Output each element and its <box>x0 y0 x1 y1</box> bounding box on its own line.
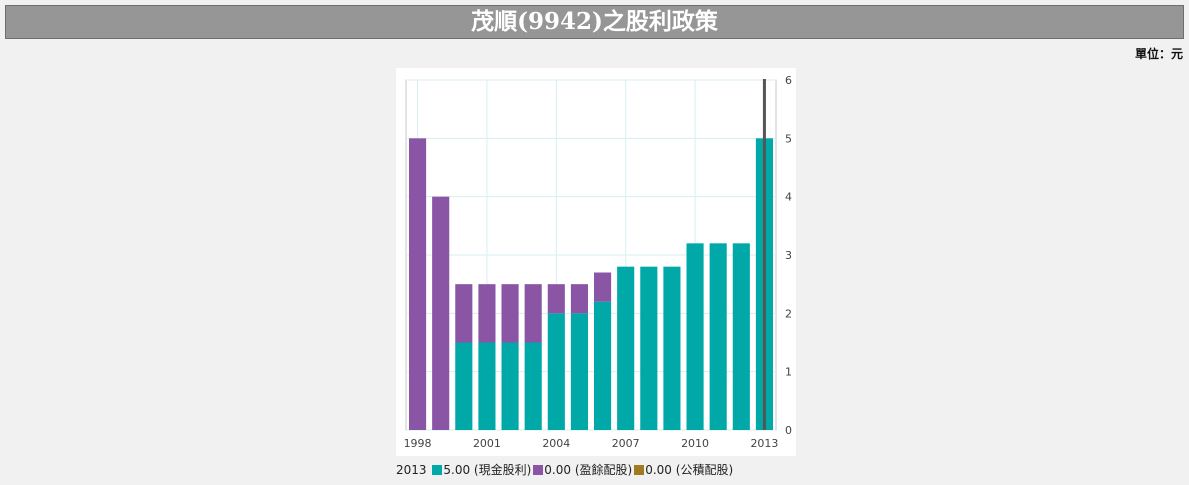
bar-2000-series-1[interactable]: 2000 盈餘配股 1.00 <box>455 284 473 343</box>
bar-2009-series-0[interactable]: 2009 現金股利 2.80 <box>663 266 681 430</box>
legend-swatch-reserve <box>634 465 645 475</box>
y-tick-label: 3 <box>785 249 792 262</box>
bar-2003-series-0[interactable]: 2003 現金股利 1.50 <box>524 342 542 431</box>
x-tick-label: 2013 <box>750 437 778 450</box>
y-tick-label: 2 <box>785 307 792 320</box>
bar-2005-series-0[interactable]: 2005 現金股利 2.00 <box>570 313 588 430</box>
chart-svg[interactable]: 0 1 2 3 4 5 6 1998 2001 2004 2007 2010 2013 1998 盈餘配股… <box>396 68 796 456</box>
chart-legend: 2013 5.00 (現金股利) 0.00 (盈餘配股) 0.00 (公積配股) <box>396 462 733 478</box>
bar-2001-series-0[interactable]: 2001 現金股利 1.50 <box>478 342 496 431</box>
x-tick-label: 1998 <box>404 437 432 450</box>
legend-value-earnings: 0.00 <box>544 463 572 477</box>
legend-value-cash: 5.00 <box>443 463 471 477</box>
unit-label: 單位：元 <box>1134 47 1183 61</box>
bar-2004-series-1[interactable]: 2004 盈餘配股 0.50 <box>547 284 565 314</box>
bar-2002-series-1[interactable]: 2002 盈餘配股 1.00 <box>501 284 519 343</box>
y-tick-label: 5 <box>785 132 792 145</box>
legend-swatch-cash <box>432 465 443 475</box>
bar-2010-series-0[interactable]: 2010 現金股利 3.20 <box>686 243 704 430</box>
x-tick-label: 2010 <box>681 437 709 450</box>
bar-2012-series-0[interactable]: 2012 現金股利 3.20 <box>732 243 750 430</box>
page-title: 茂順(9942)之股利政策 <box>5 5 1184 39</box>
bar-2008-series-0[interactable]: 2008 現金股利 2.80 <box>640 266 658 430</box>
x-tick-label: 2001 <box>473 437 501 450</box>
bar-2007-series-0[interactable]: 2007 現金股利 2.80 <box>617 266 635 430</box>
bar-2000-series-0[interactable]: 2000 現金股利 1.50 <box>455 342 473 431</box>
y-tick-label: 1 <box>785 366 792 379</box>
bar-2003-series-1[interactable]: 2003 盈餘配股 1.00 <box>524 284 542 343</box>
bar-2004-series-0[interactable]: 2004 現金股利 2.00 <box>547 313 565 430</box>
x-tick-label: 2007 <box>612 437 640 450</box>
bar-2011-series-0[interactable]: 2011 現金股利 3.20 <box>709 243 727 430</box>
bar-2006-series-0[interactable]: 2006 現金股利 2.20 <box>594 301 612 430</box>
bar-1999-series-1[interactable]: 1999 盈餘配股 4.00 <box>432 196 450 430</box>
legend-swatch-earnings <box>533 465 544 475</box>
legend-value-reserve: 0.00 <box>645 463 672 477</box>
x-tick-label: 2004 <box>542 437 570 450</box>
bar-2001-series-1[interactable]: 2001 盈餘配股 1.00 <box>478 284 496 343</box>
bar-1998-series-1[interactable]: 1998 盈餘配股 5.00 <box>409 138 427 430</box>
legend-label-reserve: (公積配股) <box>675 463 734 477</box>
bar-2006-series-1[interactable]: 2006 盈餘配股 0.50 <box>594 272 612 302</box>
legend-label-earnings: (盈餘配股) <box>574 463 633 477</box>
legend-label-cash: (現金股利) <box>473 463 532 477</box>
legend-year: 2013 <box>396 463 427 477</box>
y-tick-label: 0 <box>785 424 792 437</box>
y-tick-label: 6 <box>785 74 792 87</box>
dividend-chart[interactable]: 0 1 2 3 4 5 6 1998 2001 2004 2007 2010 2013 1998 盈餘配股… <box>396 68 796 456</box>
y-tick-label: 4 <box>785 191 792 204</box>
bar-2002-series-0[interactable]: 2002 現金股利 1.50 <box>501 342 519 431</box>
bar-2005-series-1[interactable]: 2005 盈餘配股 0.50 <box>570 284 588 314</box>
